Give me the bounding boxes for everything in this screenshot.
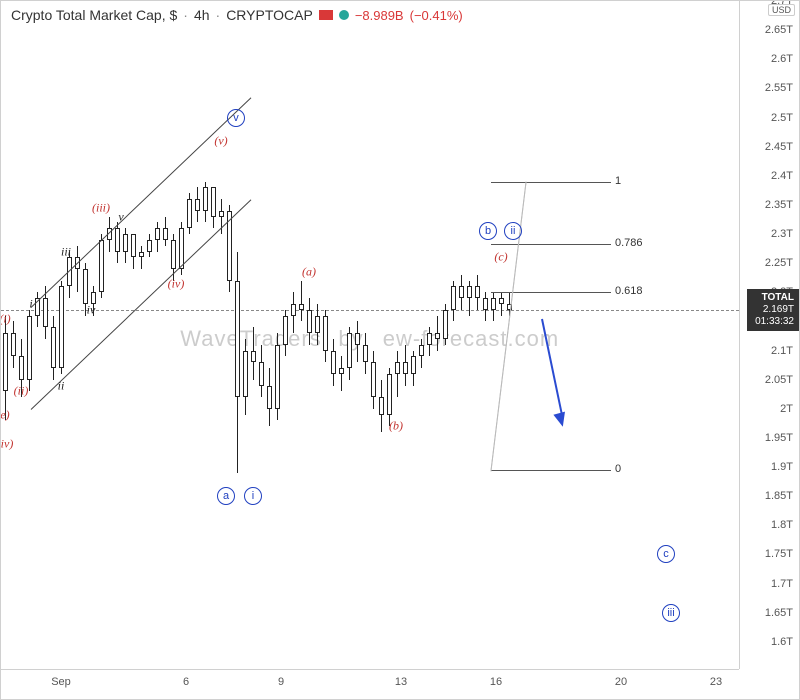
wave-label: c [657, 545, 675, 563]
sep: · [183, 7, 188, 23]
x-axis[interactable]: Sep 6 9 13 16 20 23 [1, 669, 739, 699]
x-tick: 9 [278, 676, 284, 688]
watermark: WaveTraders [180, 326, 321, 352]
projection-arrow [541, 318, 563, 415]
x-tick: 6 [183, 676, 189, 688]
y-tick: 1.75T [765, 548, 793, 560]
wave-label: (b) [389, 419, 403, 434]
wave-label: (a) [302, 264, 316, 279]
x-tick: 13 [395, 676, 407, 688]
y-tick: 2.25T [765, 257, 793, 269]
y-tick: 2.05T [765, 374, 793, 386]
y-tick: 1.65T [765, 607, 793, 619]
wave-label: e) [0, 407, 9, 422]
last-price-line [1, 310, 739, 311]
wave-label: (i) [0, 311, 11, 326]
y-tick: 2.6T [771, 53, 793, 65]
wave-label: a [217, 487, 235, 505]
y-tick: 2.7T [771, 0, 793, 7]
y-tick: 1.6T [771, 636, 793, 648]
change-abs: −8.989B [355, 8, 404, 23]
exchange: CRYPTOCAP [226, 7, 313, 23]
wave-label: (c) [494, 250, 507, 265]
y-tick: 2.5T [771, 112, 793, 124]
x-tick: 16 [490, 676, 502, 688]
x-tick: Sep [51, 676, 71, 688]
wave-label: (iv) [168, 276, 185, 291]
wave-label: b [479, 222, 497, 240]
wave-label: iv [87, 302, 96, 317]
flag-icon [319, 10, 333, 20]
wave-label: v [118, 209, 123, 224]
status-dot-icon [339, 10, 349, 20]
y-tick: 2T [780, 403, 793, 415]
fib-level-line [491, 244, 611, 245]
y-tick: 2.3T [771, 228, 793, 240]
y-tick: 2.1T [771, 345, 793, 357]
fib-level-label: 0 [615, 463, 621, 475]
fib-level-line [491, 470, 611, 471]
chart-header: Crypto Total Market Cap, $ · 4h · CRYPTO… [11, 7, 463, 23]
fib-level-label: 0.618 [615, 285, 643, 297]
y-tick: 1.8T [771, 519, 793, 531]
fib-level-label: 1 [615, 175, 621, 187]
channel-upper [31, 97, 252, 307]
price-axis-label: TOTAL2.169T01:33:32 [747, 289, 799, 331]
arrow-head-icon [553, 411, 568, 428]
wave-label: (v) [214, 133, 227, 148]
chart-plot-area[interactable]: WaveTradersbyew-forecast.com00.6180.7861… [1, 1, 739, 669]
wave-label: (ii) [14, 384, 29, 399]
y-axis[interactable]: USD 1.6T1.65T1.7T1.75T1.8T1.85T1.9T1.95T… [739, 1, 799, 669]
y-tick: 2.35T [765, 199, 793, 211]
sep: · [216, 7, 221, 23]
wave-label: iv) [1, 436, 14, 451]
watermark: ew-forecast.com [383, 326, 559, 352]
x-tick: 23 [710, 676, 722, 688]
change-pct: (−0.41%) [410, 8, 463, 23]
wave-label: ii [504, 222, 522, 240]
y-tick: 1.7T [771, 578, 793, 590]
wave-label: (iii) [92, 200, 110, 215]
chart-container: Crypto Total Market Cap, $ · 4h · CRYPTO… [0, 0, 800, 700]
y-tick: 2.45T [765, 141, 793, 153]
fib-level-line [491, 292, 611, 293]
y-tick: 1.85T [765, 490, 793, 502]
wave-label: v [227, 109, 245, 127]
interval: 4h [194, 7, 210, 23]
x-tick: 20 [615, 676, 627, 688]
y-tick: 1.95T [765, 432, 793, 444]
wave-label: i [244, 487, 262, 505]
fib-level-line [491, 182, 611, 183]
y-tick: 2.55T [765, 82, 793, 94]
y-tick: 2.4T [771, 170, 793, 182]
symbol-title: Crypto Total Market Cap, $ [11, 7, 177, 23]
y-tick: 2.65T [765, 24, 793, 36]
wave-label: i [29, 296, 32, 311]
fib-level-label: 0.786 [615, 237, 643, 249]
wave-label: iii [662, 604, 680, 622]
wave-label: iii [61, 244, 71, 259]
y-tick: 1.9T [771, 461, 793, 473]
wave-label: ii [58, 378, 65, 393]
